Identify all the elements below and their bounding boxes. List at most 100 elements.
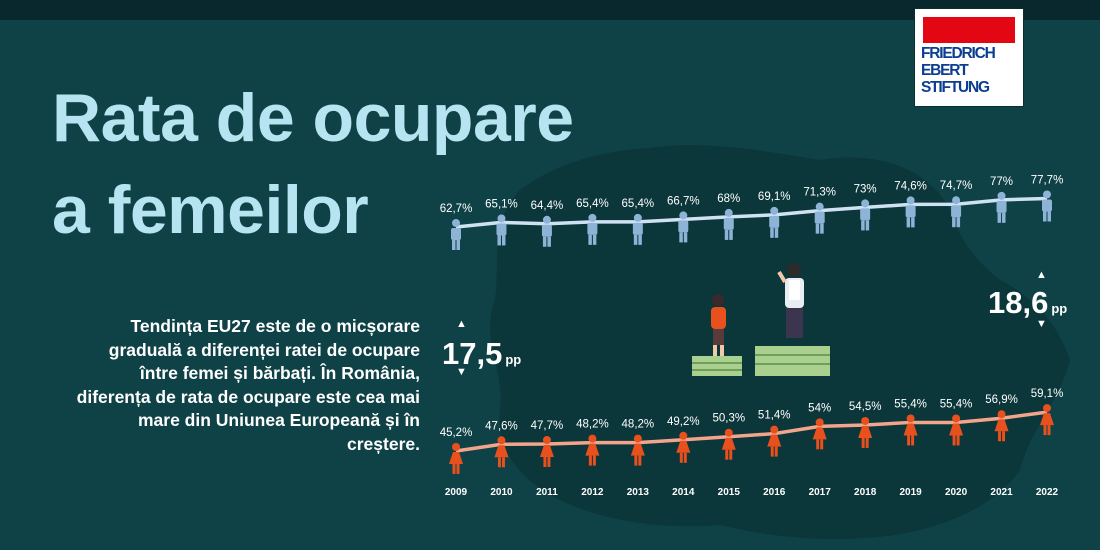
- arrow-up-icon: ▲: [1036, 269, 1047, 281]
- data-label: 65,4%: [576, 198, 609, 210]
- woman-dress: [449, 452, 463, 464]
- man-body: [951, 205, 962, 218]
- man-leg: [724, 229, 729, 240]
- gap-2009-unit: pp: [505, 352, 522, 367]
- woman-on-money-stack: [692, 294, 742, 376]
- x-tick-label: 2010: [490, 487, 513, 498]
- woman-icon: [585, 434, 600, 466]
- man-leg: [501, 235, 506, 246]
- logo-line-1: FRIEDRICH: [921, 45, 996, 62]
- woman-dress: [903, 423, 918, 436]
- x-tick-label: 2009: [445, 487, 468, 498]
- woman-leg: [638, 455, 642, 466]
- man-leg: [865, 220, 870, 231]
- woman-dress: [494, 445, 509, 458]
- man-head: [588, 213, 597, 222]
- woman-icon: [494, 436, 509, 468]
- man-icon: [814, 202, 825, 234]
- woman-head: [542, 436, 551, 444]
- woman-icon: [539, 436, 554, 467]
- woman-leg: [865, 437, 869, 448]
- woman-leg: [907, 435, 911, 446]
- woman-head: [997, 410, 1006, 419]
- woman-head: [906, 414, 915, 423]
- woman-icon: [994, 410, 1009, 442]
- woman-leg: [497, 457, 501, 468]
- man-body: [905, 205, 916, 218]
- woman-icon: [630, 434, 645, 466]
- man-head: [861, 199, 870, 208]
- man-body: [496, 223, 507, 236]
- woman-leg: [820, 439, 824, 450]
- woman-dress: [676, 440, 691, 453]
- woman-leg: [452, 464, 456, 474]
- woman-icon: [449, 443, 463, 474]
- woman-leg: [770, 446, 774, 457]
- woman-icon: [1040, 404, 1054, 436]
- man-body: [587, 222, 598, 235]
- gap-2009-value: 17,5: [442, 336, 503, 371]
- woman-icon: [767, 425, 782, 457]
- data-label: 47,6%: [485, 420, 518, 432]
- logo-line-3: STIFTUNG: [921, 79, 990, 96]
- woman-leg: [1047, 425, 1051, 436]
- gap-2022-unit: pp: [1051, 301, 1068, 316]
- woman-head: [588, 434, 597, 443]
- man-leg: [1002, 212, 1006, 223]
- woman-leg: [861, 437, 865, 448]
- woman-dress: [949, 423, 964, 436]
- woman-head: [952, 414, 961, 423]
- man-leg: [547, 236, 551, 247]
- man-body: [814, 211, 825, 224]
- x-tick-label: 2015: [718, 487, 741, 498]
- man-body: [451, 228, 461, 240]
- data-label: 65,1%: [485, 198, 518, 210]
- page-title: Rata de ocupare a femeilor: [52, 72, 574, 256]
- man-leg: [911, 217, 915, 228]
- man-leg: [542, 236, 547, 247]
- woman-icon: [949, 414, 964, 446]
- man-icon: [451, 219, 461, 250]
- man-body: [723, 217, 734, 230]
- man-icon: [951, 196, 962, 228]
- woman-leg: [634, 455, 638, 466]
- man-leg: [1043, 211, 1047, 222]
- man-leg: [588, 234, 592, 245]
- man-leg: [683, 232, 688, 243]
- man-leg: [456, 240, 460, 250]
- man-head: [679, 211, 688, 220]
- man-head: [770, 206, 779, 215]
- woman-head: [724, 428, 733, 437]
- woman-icon: [721, 428, 736, 460]
- man-leg: [956, 217, 961, 228]
- data-label: 62,7%: [440, 203, 473, 215]
- man-leg: [861, 220, 865, 231]
- description-text: Tendința EU27 este de o micșorare gradua…: [76, 316, 420, 454]
- woman-head: [633, 434, 642, 443]
- x-tick-label: 2018: [854, 487, 877, 498]
- man-icon: [769, 206, 780, 238]
- woman-leg: [456, 464, 460, 474]
- data-label: 48,2%: [576, 419, 609, 431]
- logo-line-2: EBERT: [921, 62, 969, 79]
- woman-icon: [858, 416, 873, 448]
- data-label: 59,1%: [1031, 388, 1064, 400]
- data-label: 55,4%: [894, 398, 927, 410]
- woman-head: [815, 418, 824, 427]
- woman-head: [1043, 404, 1051, 413]
- man-body: [996, 200, 1007, 213]
- x-tick-label: 2013: [627, 487, 650, 498]
- data-label: 65,4%: [622, 198, 655, 210]
- x-tick-label: 2017: [809, 487, 832, 498]
- woman-dress: [585, 443, 600, 456]
- man-head: [724, 208, 733, 217]
- man-icon: [496, 214, 507, 246]
- man-leg: [774, 227, 779, 238]
- man-icon: [860, 199, 871, 231]
- man-head: [497, 214, 506, 223]
- woman-icon: [676, 431, 691, 463]
- man-body: [860, 208, 871, 221]
- man-icon: [996, 191, 1007, 223]
- data-label: 54%: [808, 402, 831, 414]
